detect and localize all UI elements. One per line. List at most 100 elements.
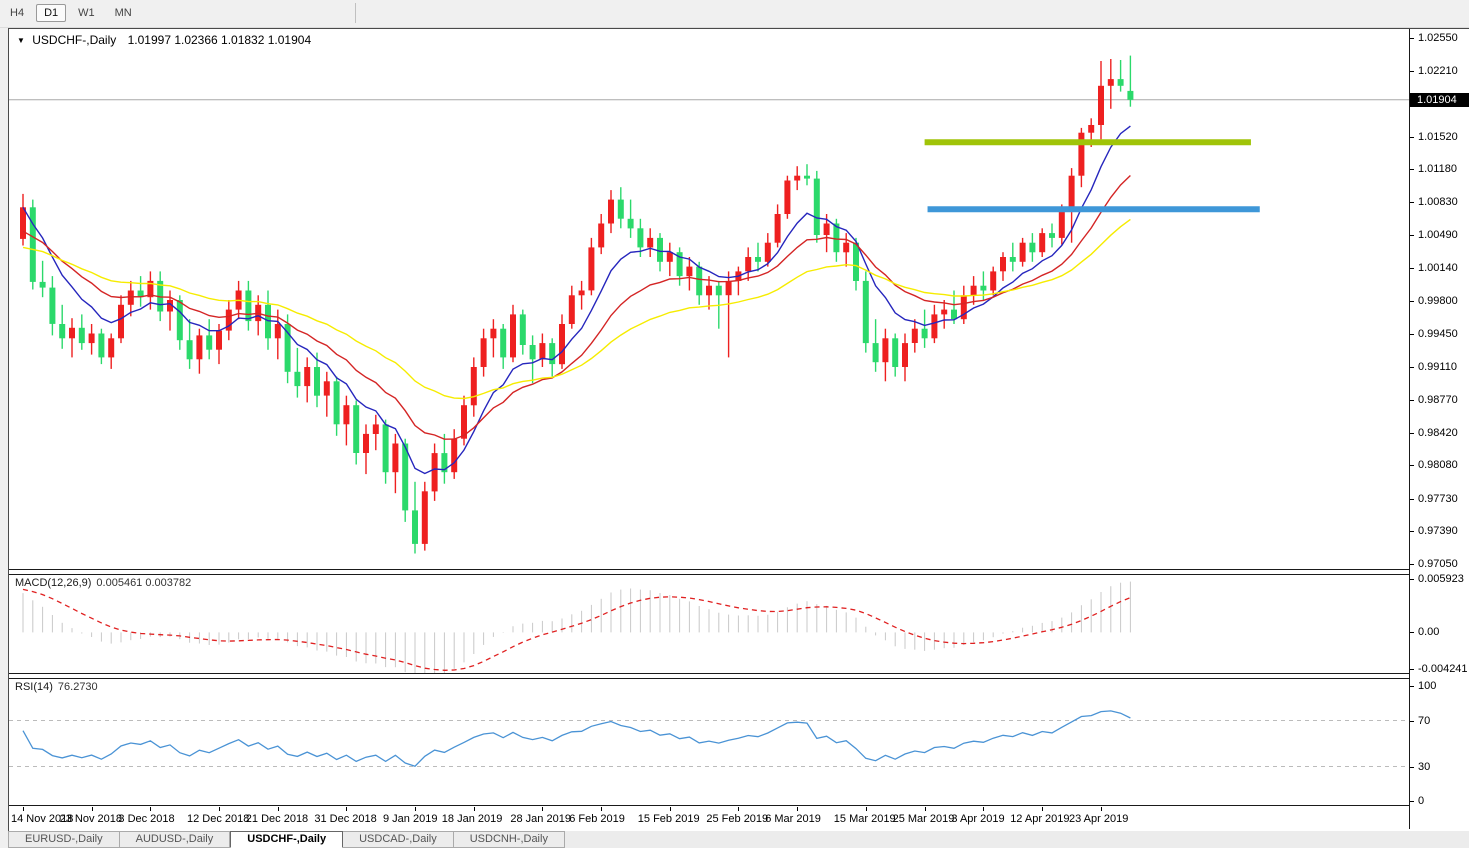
rsi-panel[interactable]: RSI(14) 76.2730 — [9, 679, 1409, 805]
candle-body — [764, 242, 771, 262]
price-axis-label: 0.98420 — [1418, 426, 1458, 439]
timeframe-button-d1[interactable]: D1 — [36, 4, 67, 22]
price-axis-column[interactable]: 1.02550 1.02210 1.01520 1.01180 1.00830 1.004… — [1409, 29, 1469, 829]
candle-body — [176, 300, 183, 341]
axis-tick — [1410, 720, 1414, 722]
time-tick — [542, 807, 544, 811]
time-tick — [346, 807, 348, 811]
candle-body — [1127, 90, 1134, 100]
candle-body — [284, 324, 291, 372]
candle-body — [363, 433, 369, 453]
candle-body — [862, 280, 869, 344]
rsi-axis-label: 100 — [1418, 680, 1437, 692]
candle-body — [451, 438, 458, 473]
rsi-line[interactable] — [22, 710, 1131, 767]
price-axis-label: 0.97390 — [1418, 525, 1458, 538]
candle-body — [833, 223, 840, 253]
candle-body — [98, 333, 105, 358]
axis-tick — [1410, 235, 1414, 236]
candle-body — [333, 381, 340, 425]
candle-body — [510, 314, 516, 358]
symbol-tab-usdcad[interactable]: USDCAD-,Daily — [343, 831, 454, 848]
time-axis[interactable]: 14 Nov 2018 23 Nov 2018 3 Dec 2018 12 Dec 2… — [9, 807, 1409, 829]
macd-axis-label: -0.004241 — [1418, 663, 1468, 675]
candle-body — [951, 309, 957, 320]
candle-body — [1049, 233, 1055, 238]
timeframe-button-w1[interactable]: W1 — [78, 7, 95, 19]
axis-tick — [1410, 801, 1414, 802]
candle-body — [911, 328, 918, 343]
collapse-triangle-icon[interactable]: ▼ — [17, 36, 25, 45]
timeframe-button-h4[interactable]: H4 — [10, 7, 25, 19]
candle-body — [216, 330, 222, 350]
candle-body — [755, 257, 761, 262]
time-axis-label: 23 Nov 2018 — [59, 813, 122, 825]
candle-body — [1039, 233, 1046, 253]
symbol-tab-usdcnh[interactable]: USDCNH-,Daily — [453, 831, 565, 848]
candle-body — [49, 287, 56, 324]
candle-body — [843, 242, 850, 253]
macd-signal-line[interactable] — [22, 588, 1131, 671]
price-axis-label: 1.00830 — [1418, 196, 1458, 209]
symbol-tab-eurusd[interactable]: EURUSD-,Daily — [8, 831, 120, 848]
candle-body — [314, 367, 320, 396]
macd-chart-svg — [22, 581, 1131, 673]
price-panel[interactable]: ▼ USDCHF-,Daily 1.01997 1.02366 1.01832 … — [9, 29, 1409, 569]
ma-slow-line[interactable] — [22, 218, 1131, 400]
axis-tick — [1410, 669, 1414, 670]
candle-body — [118, 304, 124, 339]
candle-body — [647, 237, 654, 248]
price-axis-label: 0.98080 — [1418, 459, 1458, 472]
candle-body — [666, 252, 673, 262]
candle-body — [892, 338, 899, 367]
chart-symbol-label: USDCHF-,Daily — [32, 33, 117, 47]
candle-body — [813, 178, 820, 235]
candle-body — [59, 324, 66, 339]
candle-body — [980, 285, 987, 291]
ma-mid-line[interactable] — [22, 174, 1131, 440]
time-tick — [669, 807, 671, 811]
axis-tick — [1410, 498, 1414, 500]
time-tick — [415, 807, 416, 811]
candle-body — [676, 252, 683, 277]
chart-body: ▼ USDCHF-,Daily 1.01997 1.02366 1.01832 … — [9, 29, 1409, 829]
candle-body — [872, 343, 879, 363]
panel-separator[interactable] — [9, 673, 1409, 679]
candles-group — [20, 55, 1134, 554]
candle-body — [539, 343, 546, 360]
candle-body — [500, 328, 507, 358]
chart-window: ▼ USDCHF-,Daily 1.01997 1.02366 1.01832 … — [8, 28, 1469, 832]
macd-histogram — [22, 581, 1131, 673]
macd-label: MACD(12,26,9) 0.005461 0.003782 — [15, 577, 191, 589]
candle-body — [715, 285, 722, 296]
macd-values: 0.005461 0.003782 — [96, 577, 192, 589]
macd-panel[interactable]: MACD(12,26,9) 0.005461 0.003782 — [9, 575, 1409, 673]
candle-body — [78, 327, 85, 344]
rsi-chart-svg — [9, 710, 1409, 767]
symbol-tab-audusd[interactable]: AUDUSD-,Daily — [119, 831, 231, 848]
candle-body — [353, 405, 360, 453]
time-axis-label: 9 Jan 2019 — [383, 813, 438, 825]
candle-body — [1068, 175, 1075, 210]
time-axis-label: 3 Dec 2018 — [118, 813, 175, 825]
time-axis-label: 18 Jan 2019 — [441, 813, 503, 825]
timeframe-button-mn[interactable]: MN — [114, 7, 132, 19]
toolbar-separator — [355, 3, 356, 23]
candle-body — [127, 290, 134, 305]
axis-tick — [1410, 686, 1414, 687]
candle-body — [137, 290, 144, 298]
candle-body — [784, 180, 791, 214]
candle-body — [608, 199, 614, 224]
price-axis-label: 1.00490 — [1418, 229, 1458, 241]
candle-body — [657, 237, 663, 262]
ma-fast-line[interactable] — [22, 125, 1131, 475]
candle-body — [1078, 132, 1085, 176]
symbol-tab-usdchf[interactable]: USDCHF-,Daily — [230, 831, 344, 848]
candle-body — [490, 328, 497, 339]
rsi-axis-label: 70 — [1418, 714, 1431, 727]
panel-separator[interactable] — [9, 569, 1409, 575]
time-axis-label: 21 Dec 2018 — [245, 813, 309, 825]
candle-body — [304, 367, 311, 387]
time-tick — [865, 807, 867, 811]
